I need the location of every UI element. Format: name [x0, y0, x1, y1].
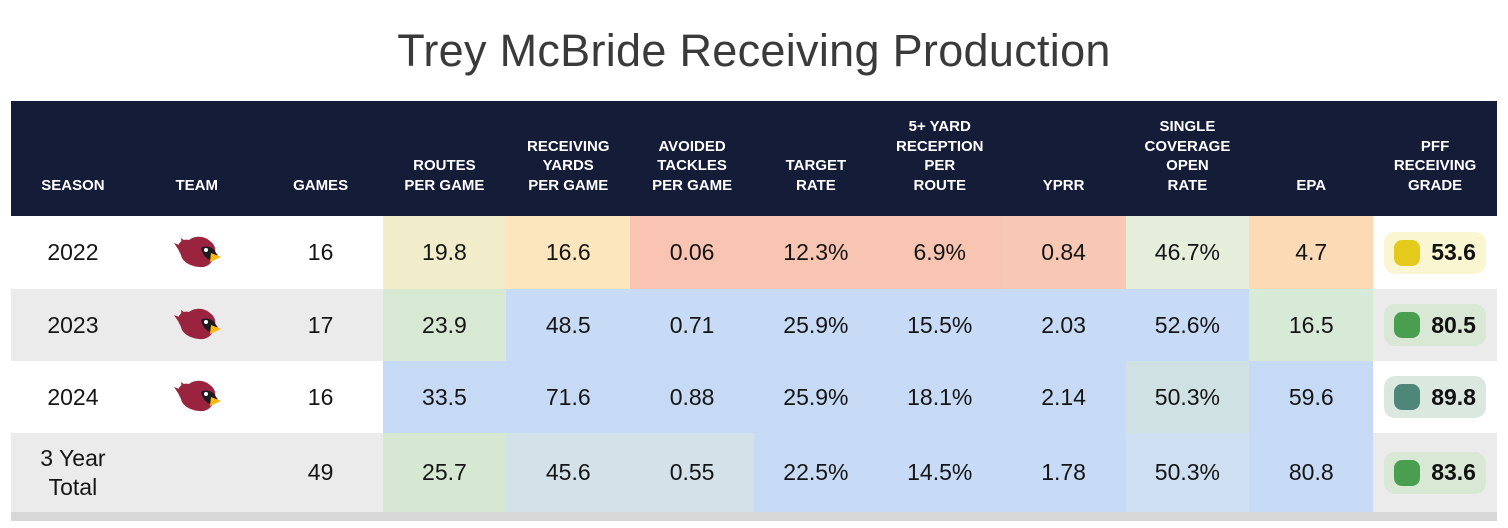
table-row-2024: 2024 16 33.5 71.6 0.88 25.9% 18.1% 2.14 …	[11, 361, 1497, 433]
stat-cell-routes-per-game: 23.9	[382, 289, 507, 361]
stat-cell-target-rate: 25.9%	[754, 361, 878, 433]
stat-cell-receiving-yards-per-game: 71.6	[506, 361, 631, 433]
pff-grade-badge: 89.8	[1384, 376, 1487, 418]
stat-cell-target-rate: 22.5%	[754, 433, 878, 512]
pff-grade-badge: 83.6	[1384, 451, 1487, 494]
grade-value: 83.6	[1431, 459, 1476, 485]
stat-cell-yprr: 1.78	[1001, 433, 1126, 512]
table-row-3-year-total: 3 Year Total 49 25.7 45.6 0.55 22.5% 14.…	[11, 433, 1497, 512]
stat-cell-yprr: 2.03	[1001, 289, 1126, 361]
column-header-games: GAMES	[293, 176, 349, 194]
stat-cell-yprr: 0.84	[1001, 216, 1126, 289]
stat-cell-receiving-yards-per-game: 48.5	[506, 289, 631, 361]
stat-cell-target-rate: 25.9%	[754, 289, 878, 361]
stat-cell-yprr: 2.14	[1001, 361, 1126, 433]
grade-value: 89.8	[1431, 383, 1476, 410]
stat-cell-target-rate: 12.3%	[754, 216, 878, 289]
grade-color-swatch	[1394, 459, 1421, 486]
pff-grade-badge: 80.5	[1384, 304, 1487, 346]
stat-cell-five-plus-yard-reception-per-route: 14.5%	[877, 433, 1002, 512]
table-row-2022: 2022 16 19.8 16.6 0.06 12.3% 6.9% 0.84 4…	[11, 216, 1497, 289]
column-header-single-coverage-open-rate: SINGLE COVERAGE OPEN RATE	[1144, 118, 1231, 194]
stat-cell-avoided-tackles-per-game: 0.71	[630, 289, 754, 361]
games-cell: 16	[307, 383, 334, 410]
column-header-season: SEASON	[41, 176, 105, 194]
pff-grade-cell: 83.6	[1373, 433, 1497, 512]
season-cell: 2023	[11, 289, 135, 361]
grade-color-swatch	[1394, 239, 1421, 266]
grade-color-swatch	[1394, 312, 1421, 338]
season-label: 2024	[47, 383, 99, 410]
pff-grade-badge: 53.6	[1384, 231, 1487, 274]
stat-cell-routes-per-game: 25.7	[382, 433, 507, 512]
stat-cell-epa: 59.6	[1249, 361, 1374, 433]
team-cell	[135, 289, 259, 361]
season-label: 2023	[47, 311, 99, 338]
cardinals-logo-icon	[173, 380, 221, 412]
stats-table: SEASON TEAM GAMES ROUTES PER GAME RECEIV…	[11, 101, 1497, 512]
games-cell: 17	[307, 311, 334, 338]
grade-value: 80.5	[1431, 311, 1476, 338]
season-cell: 2022	[11, 216, 135, 289]
page-title: Trey McBride Receiving Production	[397, 25, 1111, 76]
column-header-five-plus-yard-reception-per-route: 5+ YARD RECEPTION PER ROUTE	[895, 118, 984, 194]
stat-cell-five-plus-yard-reception-per-route: 15.5%	[877, 289, 1002, 361]
season-label: 3 Year Total	[40, 444, 106, 500]
column-header-yprr: YPRR	[1042, 176, 1085, 194]
stat-cell-single-coverage-open-rate: 50.3%	[1125, 361, 1250, 433]
games-cell: 16	[307, 239, 334, 265]
cardinals-logo-icon	[173, 236, 221, 267]
stat-cell-epa: 4.7	[1249, 216, 1374, 289]
team-cell	[135, 433, 259, 512]
stat-cell-routes-per-game: 19.8	[382, 216, 507, 289]
stat-cell-avoided-tackles-per-game: 0.88	[630, 361, 754, 433]
cardinals-logo-icon	[173, 308, 221, 340]
stat-cell-avoided-tackles-per-game: 0.55	[630, 433, 754, 512]
stat-cell-single-coverage-open-rate: 50.3%	[1125, 433, 1250, 512]
horizontal-scrollbar[interactable]	[11, 512, 1497, 521]
grade-value: 53.6	[1431, 239, 1476, 265]
team-cell	[135, 361, 259, 433]
pff-grade-cell: 89.8	[1373, 361, 1497, 433]
stat-cell-receiving-yards-per-game: 45.6	[506, 433, 631, 512]
column-header-pff-receiving-grade: PFF RECEIVING GRADE	[1393, 137, 1477, 194]
grade-color-swatch	[1394, 384, 1421, 410]
table-row-2023: 2023 17 23.9 48.5 0.71 25.9% 15.5% 2.03 …	[11, 289, 1497, 361]
column-header-team: TEAM	[175, 176, 218, 194]
stat-cell-receiving-yards-per-game: 16.6	[506, 216, 631, 289]
team-cell	[135, 216, 259, 289]
season-cell: 2024	[11, 361, 135, 433]
stat-cell-five-plus-yard-reception-per-route: 6.9%	[877, 216, 1002, 289]
column-header-target-rate: TARGET RATE	[785, 157, 847, 194]
season-label: 2022	[47, 239, 99, 266]
stat-cell-single-coverage-open-rate: 52.6%	[1125, 289, 1250, 361]
column-header-avoided-tackles-per-game: AVOIDED TACKLES PER GAME	[652, 137, 733, 194]
stat-cell-avoided-tackles-per-game: 0.06	[630, 216, 754, 289]
stat-cell-epa: 16.5	[1249, 289, 1374, 361]
stat-cell-single-coverage-open-rate: 46.7%	[1125, 216, 1250, 289]
games-cell: 49	[307, 459, 334, 485]
stat-cell-five-plus-yard-reception-per-route: 18.1%	[877, 361, 1002, 433]
pff-grade-cell: 80.5	[1373, 289, 1497, 361]
season-cell: 3 Year Total	[11, 433, 135, 512]
column-header-epa: EPA	[1296, 176, 1327, 194]
table-header-row: SEASON TEAM GAMES ROUTES PER GAME RECEIV…	[11, 101, 1497, 216]
pff-grade-cell: 53.6	[1373, 216, 1497, 289]
column-header-receiving-yards-per-game: RECEIVING YARDS PER GAME	[526, 137, 610, 194]
stat-cell-epa: 80.8	[1249, 433, 1374, 512]
stat-cell-routes-per-game: 33.5	[382, 361, 507, 433]
column-header-routes-per-game: ROUTES PER GAME	[404, 157, 485, 194]
